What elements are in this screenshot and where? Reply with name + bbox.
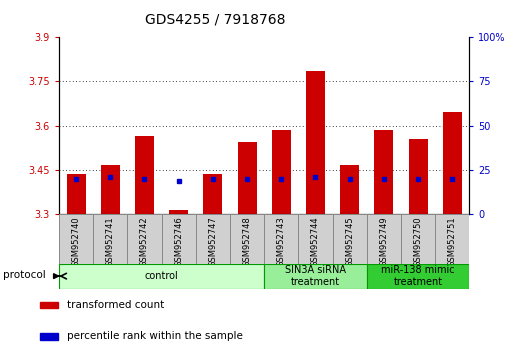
Text: protocol: protocol — [3, 270, 45, 280]
Bar — [264, 264, 367, 289]
Text: control: control — [145, 271, 179, 281]
Bar — [374, 130, 393, 214]
Bar — [443, 112, 462, 214]
Bar — [367, 214, 401, 264]
Text: GSM952750: GSM952750 — [413, 216, 423, 267]
Text: GSM952746: GSM952746 — [174, 216, 183, 267]
Bar — [367, 264, 469, 289]
Bar — [435, 214, 469, 264]
Bar — [272, 130, 291, 214]
Bar — [67, 174, 86, 214]
Text: percentile rank within the sample: percentile rank within the sample — [67, 331, 243, 341]
Bar — [59, 264, 264, 289]
Bar — [162, 214, 196, 264]
Text: GDS4255 / 7918768: GDS4255 / 7918768 — [145, 12, 286, 27]
Bar — [264, 214, 299, 264]
Bar — [409, 139, 427, 214]
Bar — [101, 165, 120, 214]
Text: GSM952751: GSM952751 — [448, 216, 457, 267]
Bar — [135, 136, 154, 214]
Text: miR-138 mimic
treatment: miR-138 mimic treatment — [381, 265, 455, 287]
Bar — [299, 214, 332, 264]
Bar — [306, 71, 325, 214]
Text: GSM952747: GSM952747 — [208, 216, 218, 267]
Bar — [230, 214, 264, 264]
Bar — [238, 142, 256, 214]
Text: SIN3A siRNA
treatment: SIN3A siRNA treatment — [285, 265, 346, 287]
Bar — [127, 214, 162, 264]
Text: transformed count: transformed count — [67, 300, 165, 310]
Text: GSM952740: GSM952740 — [72, 216, 81, 267]
Bar — [169, 210, 188, 214]
Bar — [40, 302, 58, 308]
Text: GSM952742: GSM952742 — [140, 216, 149, 267]
Bar — [204, 174, 222, 214]
Bar — [401, 214, 435, 264]
Bar — [59, 214, 93, 264]
Text: GSM952749: GSM952749 — [380, 216, 388, 267]
Bar — [93, 214, 127, 264]
Bar — [196, 214, 230, 264]
Text: GSM952741: GSM952741 — [106, 216, 115, 267]
Bar — [340, 165, 359, 214]
Bar — [332, 214, 367, 264]
Bar — [40, 333, 58, 339]
Text: GSM952745: GSM952745 — [345, 216, 354, 267]
Text: GSM952743: GSM952743 — [277, 216, 286, 267]
Text: GSM952744: GSM952744 — [311, 216, 320, 267]
Text: GSM952748: GSM952748 — [243, 216, 251, 267]
